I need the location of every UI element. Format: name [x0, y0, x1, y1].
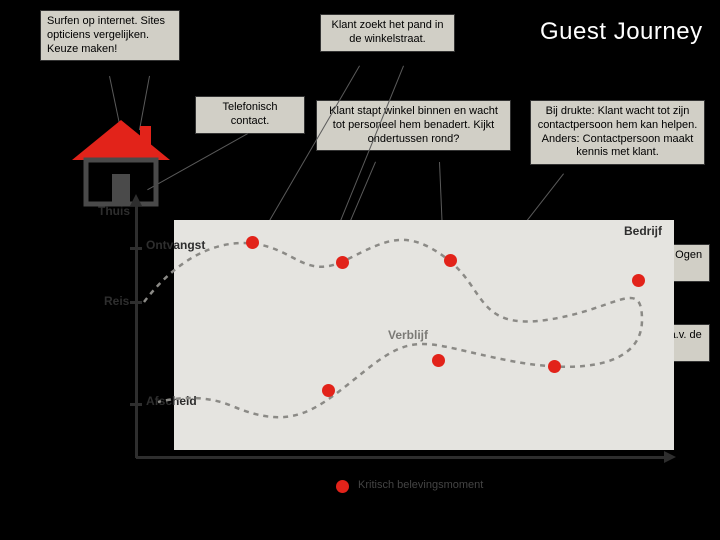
box-zoekt: Klant zoekt het pand in de winkelstraat. — [320, 14, 455, 52]
critical-moment-dot — [632, 274, 645, 287]
journey-path — [46, 180, 674, 520]
critical-moment-dot — [444, 254, 457, 267]
box-stapt: Klant stapt winkel binnen en wacht tot p… — [316, 100, 511, 151]
leader-line — [109, 76, 120, 124]
legend-dot — [336, 480, 349, 493]
critical-moment-dot — [336, 256, 349, 269]
box-drukte: Bij drukte: Klant wacht tot zijn contact… — [530, 100, 705, 165]
box-telefoon: Telefonisch contact. — [195, 96, 305, 134]
critical-moment-dot — [246, 236, 259, 249]
critical-moment-dot — [432, 354, 445, 367]
legend-label: Kritisch belevingsmoment — [358, 479, 483, 491]
critical-moment-dot — [548, 360, 561, 373]
critical-moment-dot — [322, 384, 335, 397]
journey-map: Thuis Bedrijf Ontvangst Reis Afscheid Ve… — [46, 180, 674, 520]
page-title: Guest Journey — [540, 18, 703, 46]
box-surf: Surfen op internet. Sites opticiens verg… — [40, 10, 180, 61]
